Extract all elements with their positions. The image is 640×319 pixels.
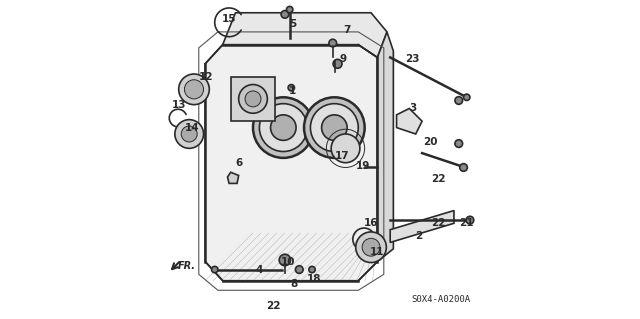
Circle shape bbox=[309, 266, 316, 273]
Text: 3: 3 bbox=[409, 103, 416, 114]
Text: 23: 23 bbox=[405, 54, 420, 64]
Circle shape bbox=[331, 134, 360, 163]
Circle shape bbox=[288, 85, 294, 91]
Text: 22: 22 bbox=[431, 174, 445, 184]
Text: 5: 5 bbox=[289, 19, 296, 29]
Text: 4: 4 bbox=[256, 264, 263, 275]
Circle shape bbox=[281, 11, 289, 18]
Circle shape bbox=[245, 91, 261, 107]
Text: 10: 10 bbox=[281, 256, 295, 267]
Polygon shape bbox=[223, 13, 387, 57]
Polygon shape bbox=[378, 32, 394, 262]
Text: 2: 2 bbox=[415, 231, 422, 241]
Circle shape bbox=[356, 232, 387, 263]
Circle shape bbox=[179, 74, 209, 105]
Polygon shape bbox=[205, 45, 378, 281]
Text: 8: 8 bbox=[291, 279, 298, 289]
Circle shape bbox=[329, 39, 337, 47]
Circle shape bbox=[259, 104, 307, 152]
Text: S0X4-A0200A: S0X4-A0200A bbox=[412, 295, 471, 304]
Text: 22: 22 bbox=[431, 218, 445, 228]
Circle shape bbox=[460, 164, 467, 171]
Circle shape bbox=[304, 97, 365, 158]
Text: 21: 21 bbox=[460, 218, 474, 228]
Text: 17: 17 bbox=[335, 151, 349, 161]
Text: FR.: FR. bbox=[178, 261, 196, 271]
Text: 16: 16 bbox=[364, 218, 378, 228]
Circle shape bbox=[253, 97, 314, 158]
Circle shape bbox=[287, 6, 293, 13]
Circle shape bbox=[175, 120, 204, 148]
Text: 9: 9 bbox=[339, 54, 346, 64]
Text: 11: 11 bbox=[370, 247, 385, 257]
Text: 12: 12 bbox=[198, 71, 213, 82]
Circle shape bbox=[279, 254, 291, 266]
Circle shape bbox=[333, 59, 342, 68]
Circle shape bbox=[184, 80, 204, 99]
Circle shape bbox=[466, 216, 474, 224]
Circle shape bbox=[239, 85, 268, 113]
Circle shape bbox=[212, 266, 218, 273]
Polygon shape bbox=[397, 108, 422, 134]
Circle shape bbox=[362, 238, 380, 256]
Text: 20: 20 bbox=[423, 137, 437, 147]
Text: 7: 7 bbox=[344, 25, 351, 35]
Circle shape bbox=[321, 115, 347, 140]
Circle shape bbox=[455, 97, 463, 104]
Polygon shape bbox=[390, 211, 454, 242]
Text: 6: 6 bbox=[235, 158, 243, 168]
Polygon shape bbox=[230, 77, 275, 121]
Circle shape bbox=[181, 126, 197, 142]
Circle shape bbox=[271, 115, 296, 140]
Text: 22: 22 bbox=[266, 301, 281, 311]
Text: 18: 18 bbox=[307, 274, 321, 284]
Polygon shape bbox=[227, 172, 239, 183]
Circle shape bbox=[455, 140, 463, 147]
Text: 13: 13 bbox=[172, 100, 186, 110]
Text: 14: 14 bbox=[185, 122, 200, 133]
Circle shape bbox=[310, 104, 358, 152]
Circle shape bbox=[296, 266, 303, 273]
Text: 15: 15 bbox=[222, 14, 236, 24]
Text: 19: 19 bbox=[356, 161, 371, 171]
Text: 1: 1 bbox=[289, 86, 296, 96]
Circle shape bbox=[463, 94, 470, 100]
